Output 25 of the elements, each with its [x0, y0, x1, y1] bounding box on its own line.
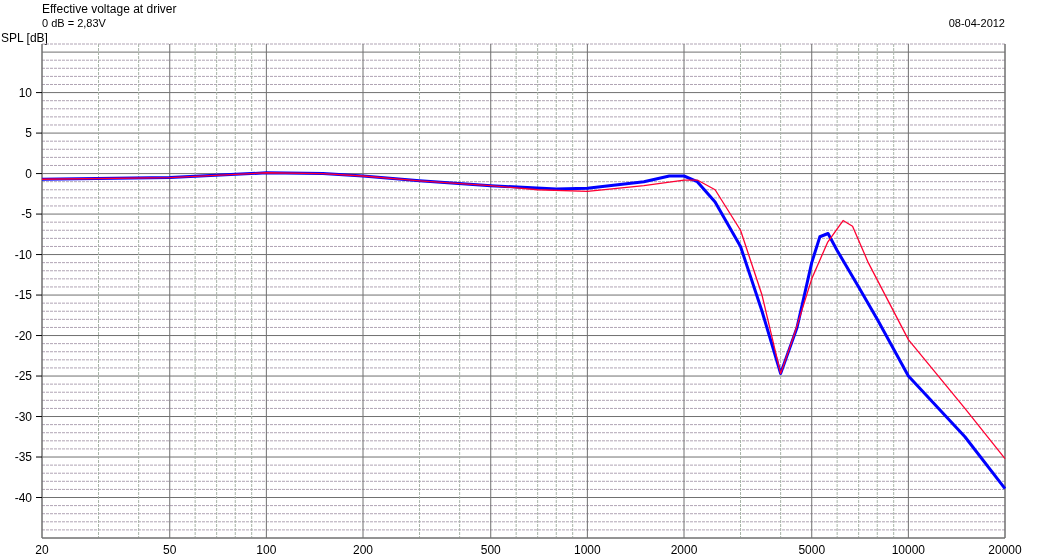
x-tick-label: 5000 [798, 543, 826, 557]
chart-subtitle: 0 dB = 2,83V [42, 17, 107, 29]
y-tick-label: -20 [14, 328, 33, 343]
y-tick-label: 10 [18, 85, 33, 100]
y-tick-label: -15 [14, 288, 33, 303]
x-tick-label: 100 [256, 543, 277, 557]
y-tick-label: -10 [14, 247, 33, 262]
y-tick-label: -30 [14, 409, 33, 424]
y-tick-label: -25 [14, 369, 33, 384]
y-tick-label: 5 [25, 126, 33, 141]
y-tick-label: -35 [14, 450, 33, 465]
x-tick-label: 2000 [670, 543, 698, 557]
x-tick-label: 500 [480, 543, 502, 557]
text: 08-04-2012 [948, 17, 1005, 29]
x-tick-label: 1000 [574, 543, 602, 557]
x-tick-label: 200 [352, 543, 374, 557]
y-tick-label: -40 [14, 490, 33, 505]
x-tick-label: 20 [35, 543, 49, 557]
chart-title: Effective voltage at driver [42, 2, 177, 16]
x-tick-label: 50 [163, 543, 177, 557]
y-tick-label: 0 [25, 166, 33, 181]
y-tick-label: -5 [21, 207, 33, 222]
y-axis-title: SPL [dB] [1, 31, 48, 45]
x-tick-label: 10000 [891, 543, 926, 557]
x-tick-label: 20000 [988, 543, 1023, 557]
